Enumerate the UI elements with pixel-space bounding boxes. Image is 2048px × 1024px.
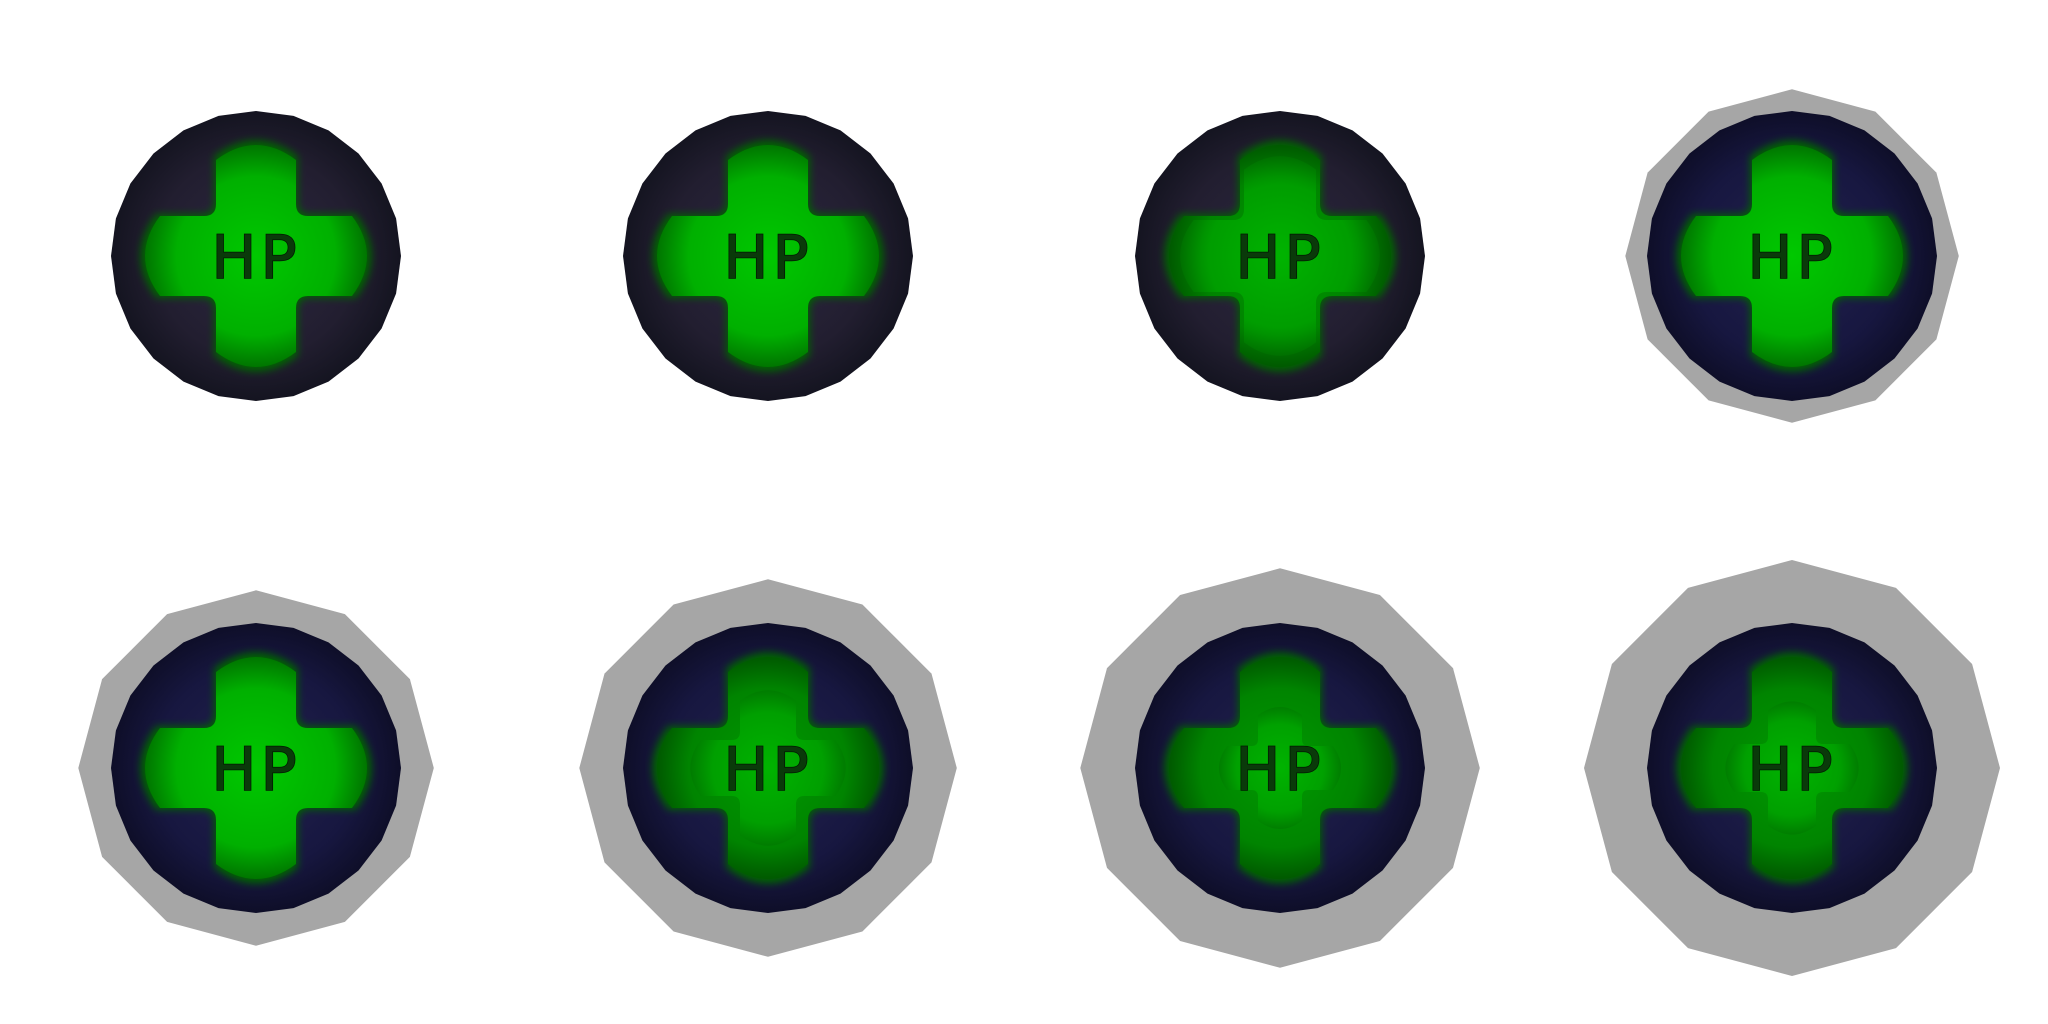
hp-orb-frame: HP <box>623 111 913 401</box>
hp-label: HP <box>1235 735 1324 805</box>
hp-cross-core <box>690 690 846 846</box>
hp-orb-frame: HP <box>1625 89 1959 423</box>
hp-orb-frame: HP <box>111 111 401 401</box>
hp-orb-frame: HP <box>579 579 957 957</box>
hp-orb-frame: HP <box>1135 111 1425 401</box>
hp-label: HP <box>1747 735 1836 805</box>
hp-label: HP <box>723 223 812 293</box>
hp-label: HP <box>1235 223 1324 293</box>
hp-cross <box>145 657 367 879</box>
hp-cross <box>657 145 879 367</box>
hp-label: HP <box>211 735 300 805</box>
hp-label: HP <box>211 223 300 293</box>
hp-orb-frame: HP <box>1584 560 2000 976</box>
hp-orb-frame: HP <box>78 590 434 946</box>
hp-cross <box>145 145 367 367</box>
hp-orb-frame: HP <box>1080 568 1480 968</box>
hp-label: HP <box>723 735 812 805</box>
hp-cross-core <box>1180 156 1380 356</box>
hp-label: HP <box>1747 223 1836 293</box>
hp-cross <box>1681 145 1903 367</box>
hp-cross-core <box>1218 706 1342 830</box>
hp-cross-core <box>1725 701 1859 835</box>
orb-frames: HP HP HP HP HP HP HP HP <box>78 89 2000 976</box>
